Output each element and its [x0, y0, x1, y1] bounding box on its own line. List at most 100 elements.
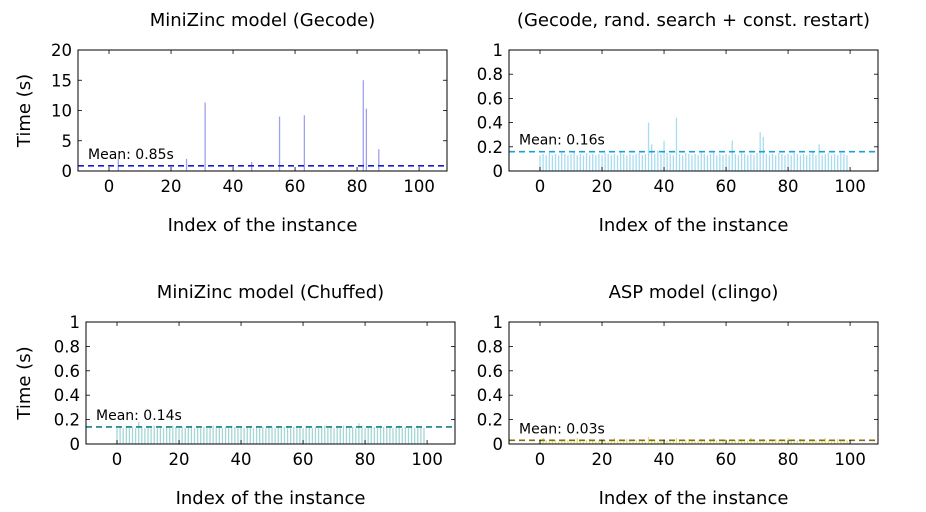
bar	[401, 428, 403, 444]
bar	[694, 441, 696, 444]
bar	[626, 155, 628, 171]
bar	[734, 440, 737, 444]
mean-label: Mean: 0.14s	[96, 408, 182, 424]
bar	[824, 154, 826, 171]
bar	[806, 441, 808, 444]
bar	[613, 154, 616, 171]
bar	[725, 154, 727, 171]
y-tick-label: 15	[51, 71, 72, 90]
plot-frame	[85, 321, 456, 445]
bar	[119, 426, 121, 444]
bar	[809, 440, 811, 444]
bar	[768, 155, 771, 171]
y-axis-label: Time (s)	[14, 346, 35, 420]
x-tick-label: 80	[778, 450, 799, 469]
mean-label: Mean: 0.03s	[519, 421, 605, 437]
bar	[688, 154, 690, 171]
x-tick-label: 20	[169, 450, 190, 469]
bar	[595, 155, 597, 171]
bar	[641, 440, 643, 444]
x-tick-label: 100	[834, 177, 866, 196]
bar	[175, 426, 177, 444]
chart-title: MiniZinc model (Chuffed)	[157, 282, 384, 303]
bar	[678, 154, 681, 171]
bar	[576, 155, 578, 171]
bar	[570, 154, 572, 171]
bar	[843, 441, 845, 444]
bar	[809, 154, 811, 171]
y-tick-label: 0.2	[54, 411, 80, 430]
bar	[660, 154, 662, 171]
x-tick-label: 40	[231, 450, 252, 469]
bar	[283, 426, 286, 444]
bar	[579, 440, 581, 444]
bar	[756, 441, 758, 444]
bar	[598, 440, 600, 444]
bar	[747, 440, 749, 444]
y-tick-label: 0.6	[54, 362, 80, 381]
bar	[557, 441, 560, 444]
x-tick-label: 60	[716, 450, 737, 469]
bar	[131, 426, 134, 444]
bar	[604, 152, 606, 171]
y-tick-label: 0.4	[477, 386, 503, 405]
x-tick-label: 0	[112, 450, 123, 469]
y-axis-label: Time (s)	[14, 74, 35, 148]
bar	[367, 426, 369, 444]
bar	[561, 440, 563, 444]
bar	[775, 439, 777, 444]
bar	[650, 439, 653, 444]
bar	[719, 154, 721, 171]
bar	[607, 154, 609, 171]
bar	[355, 428, 357, 444]
bar	[274, 428, 276, 444]
bar	[342, 425, 345, 444]
bar	[747, 155, 749, 171]
x-tick-label: 0	[535, 450, 546, 469]
x-tick-label: 40	[654, 177, 675, 196]
bar	[588, 155, 591, 171]
bar	[607, 441, 609, 444]
bar	[669, 441, 671, 444]
bar	[806, 155, 808, 171]
bar	[551, 439, 554, 444]
bar	[376, 428, 379, 444]
bar	[414, 428, 416, 444]
bar	[821, 440, 823, 444]
y-tick-label: 1	[493, 313, 504, 332]
bar	[296, 428, 298, 444]
bar	[703, 154, 705, 171]
bar	[240, 426, 242, 444]
bar	[719, 441, 721, 444]
bar	[582, 155, 585, 171]
bar	[209, 426, 211, 444]
bar	[204, 102, 206, 171]
bar	[610, 440, 612, 444]
bar	[734, 154, 737, 171]
bar	[685, 152, 687, 171]
bar	[339, 428, 341, 444]
bar	[389, 426, 391, 444]
x-tick-label: 80	[355, 450, 376, 469]
y-tick-label: 10	[51, 102, 72, 121]
bar	[781, 441, 783, 444]
bar	[840, 440, 842, 444]
bar	[321, 426, 323, 444]
bar	[647, 436, 650, 444]
bar	[299, 426, 301, 444]
bar	[362, 80, 364, 171]
bar	[697, 440, 699, 444]
bar	[691, 155, 693, 171]
bar	[218, 426, 220, 444]
bar	[582, 441, 585, 444]
bar	[682, 155, 684, 171]
bar	[203, 426, 205, 444]
bar	[567, 440, 569, 444]
y-tick-label: 0.2	[477, 138, 503, 157]
bar	[278, 116, 281, 171]
bar	[271, 426, 273, 444]
y-tick-label: 1	[493, 41, 504, 60]
x-axis-label: Index of the instance	[168, 215, 358, 236]
bar	[364, 428, 366, 444]
bar	[833, 440, 836, 444]
